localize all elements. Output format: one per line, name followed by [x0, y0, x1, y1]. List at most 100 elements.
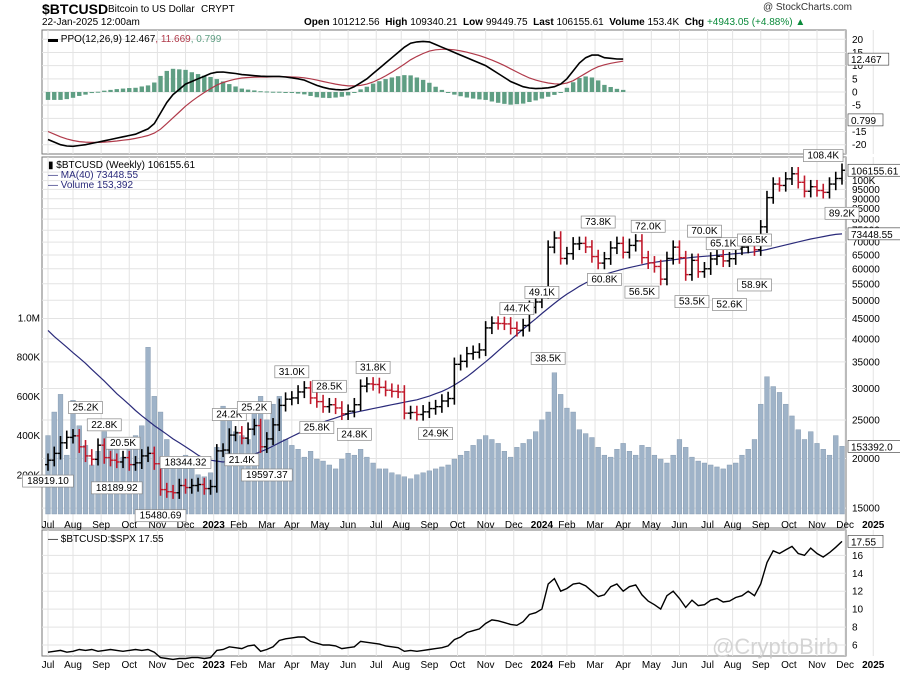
price-annotation: 24.9K: [423, 429, 449, 440]
ppo-histogram-bar: [577, 78, 582, 92]
price-x-tick-label: Sep: [420, 520, 438, 531]
price-x-tick-label: Nov: [477, 520, 495, 531]
price-annotation: 44.7K: [504, 304, 530, 315]
ratio-y-tick-label: 12: [852, 587, 864, 598]
ratio-x-tick-label: Apr: [284, 660, 300, 671]
high-value: 109340.21: [410, 17, 458, 28]
price-y-tick-label: 70000: [852, 238, 880, 249]
ratio-last-value: 17.55: [851, 537, 876, 548]
volume-bar: [708, 464, 714, 515]
ratio-x-tick-label: Oct: [450, 660, 466, 671]
volume-bar: [683, 447, 689, 515]
volume-bar: [583, 433, 589, 515]
open-label: Open: [304, 17, 330, 28]
price-x-tick-label: Aug: [392, 520, 410, 531]
ppo-histogram-bar: [408, 75, 413, 92]
price-annotation-box: [336, 427, 372, 441]
price-annotation: 66.5K: [741, 235, 767, 246]
ppo-histogram-bar: [545, 92, 551, 97]
ppo-y-tick-label: 20: [852, 35, 864, 46]
price-x-tick-label: Jul: [42, 520, 55, 531]
volume-bar: [164, 439, 170, 515]
ppo-histogram-bar: [502, 92, 507, 104]
price-y-tick-label: 15000: [852, 504, 880, 515]
price-annotation-box: [224, 453, 260, 467]
ratio-y-tick-label: 16: [852, 551, 864, 562]
volume-bar: [439, 466, 445, 515]
ppo-histogram-bar: [89, 92, 94, 94]
price-annotation-box: [159, 456, 212, 469]
ppo-legend: ▬ PPO(12,26,9) 12.467, 11.669, 0.799: [48, 34, 222, 45]
ratio-y-tick-label: 10: [852, 605, 864, 616]
price-x-tick-label: Jun: [340, 520, 356, 531]
price-x-tick-label: Mar: [258, 520, 276, 531]
price-annotation: 56.5K: [629, 287, 655, 298]
price-y-tick-label: 20000: [852, 454, 880, 465]
price-annotation: 25.8K: [304, 423, 330, 434]
price-x-tick-label: Jul: [370, 520, 383, 531]
ratio-y-tick-label: 14: [852, 569, 864, 580]
price-y-tick-label: 40000: [852, 334, 880, 345]
volume-bar: [726, 464, 733, 515]
price-legend-item: — Volume 153,392: [48, 180, 133, 191]
ppo-histogram-bar: [489, 92, 495, 102]
price-annotation-box: [530, 352, 566, 365]
ppo-y-tick-label: 10: [852, 61, 864, 72]
high-label: High: [385, 17, 408, 28]
price-annotation: 65.1K: [710, 239, 736, 250]
volume-bar: [264, 419, 270, 515]
ppo-histogram-bar: [458, 92, 463, 97]
ratio-x-tick-label: Feb: [558, 660, 576, 671]
volume-bar: [595, 447, 601, 515]
ppo-histogram-bar: [139, 86, 144, 92]
price-x-tick-label: Feb: [558, 520, 576, 531]
volume-bar: [651, 454, 658, 515]
price-last-value-box: [847, 163, 900, 177]
ratio-x-tick-label: Oct: [121, 660, 137, 671]
ppo-histogram-bar: [352, 92, 357, 93]
volume-bar: [533, 431, 539, 515]
ppo-legend-item: , 11.669: [155, 34, 191, 45]
ratio-x-tick-label: Jul: [370, 660, 383, 671]
ratio-panel-frame: [41, 529, 847, 657]
volume-bar: [464, 451, 470, 515]
price-annotation: 49.1K: [529, 287, 555, 298]
price-annotation-box: [299, 421, 335, 434]
volume-bar: [508, 456, 514, 515]
volume-bar: [614, 449, 620, 515]
ppo-histogram-bar: [77, 92, 82, 96]
watermark: @CryptoBirb: [712, 634, 839, 659]
low-value: 99449.75: [485, 17, 528, 28]
price-annotation: 25.2K: [241, 403, 267, 414]
price-y-tick-label: 65000: [852, 250, 880, 261]
symbol-name: Bitcoin to US Dollar: [108, 4, 195, 15]
ratio-x-tick-label: Oct: [781, 660, 797, 671]
volume-bar: [820, 449, 826, 515]
price-annotation: 108.4K: [807, 151, 839, 162]
ratio-x-tick-label: Jul: [701, 660, 714, 671]
ppo-histogram-bar: [570, 82, 576, 92]
volume-bar: [201, 476, 207, 515]
price-x-tick-label: Apr: [284, 520, 300, 531]
price-annotation-box: [687, 224, 722, 238]
volume-bar: [576, 429, 583, 515]
symbol: $BTCUSD: [42, 1, 109, 17]
volume-bar: [301, 456, 307, 515]
price-annotation: 20.5K: [110, 438, 136, 449]
price-x-tick-label: Dec: [836, 520, 854, 531]
price-annotation-box: [91, 481, 143, 495]
ppo-histogram-bar: [364, 86, 370, 92]
quote-date: 22-Jan-2025 12:00am: [42, 17, 140, 28]
volume-bar: [70, 400, 76, 515]
ma40-line: [47, 233, 843, 463]
last-label: Last: [533, 17, 554, 28]
ratio-x-tick-label: Dec: [836, 660, 854, 671]
volume-bar: [320, 460, 326, 515]
price-annotation: 73.8K: [585, 217, 611, 228]
ratio-x-tick-label: May: [642, 660, 661, 671]
price-y-tick-label: 60000: [852, 264, 880, 275]
volume-bar: [426, 470, 432, 515]
price-x-tick-label: 2024: [531, 520, 554, 531]
price-y-tick-label: 85000: [852, 204, 880, 215]
